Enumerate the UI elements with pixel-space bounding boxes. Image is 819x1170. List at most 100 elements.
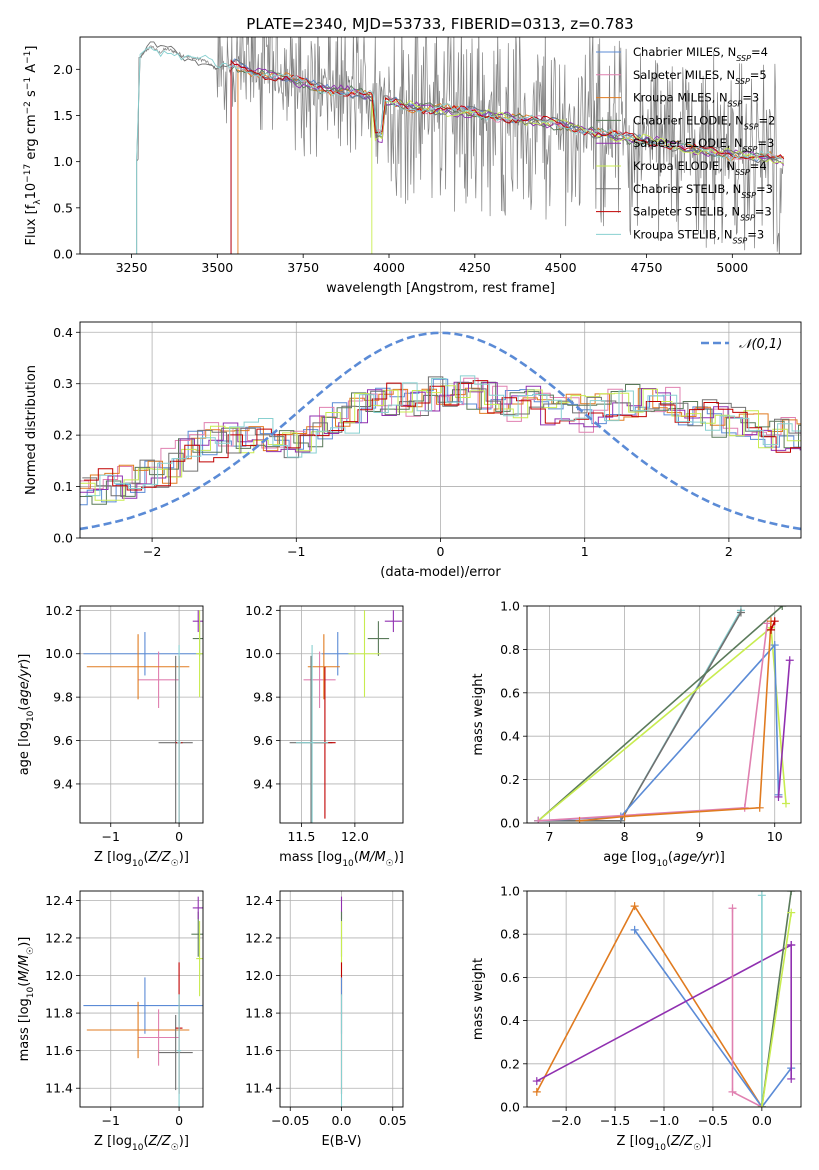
- y-tick-label: 0.2: [500, 772, 520, 787]
- legend-entry-base: Salpeter STELIB, N: [633, 205, 740, 219]
- y-tick-label: 0.1: [53, 479, 73, 494]
- x-tick-label: 2: [725, 544, 733, 559]
- legend-entry: Chabrier ELODIE, NSSP=2: [633, 113, 775, 130]
- y-axis-label-part: (: [17, 982, 32, 987]
- series-marker: [770, 641, 779, 650]
- x-tick-label: −1: [102, 829, 120, 844]
- series-marker: [620, 812, 629, 821]
- x-tick-label: −0.5: [698, 1113, 728, 1128]
- data-point: [307, 634, 340, 700]
- legend-entry-n: =5: [750, 68, 767, 82]
- x-tick-label: 0: [175, 829, 183, 844]
- data-point: [367, 621, 390, 656]
- series-line: [777, 660, 791, 798]
- histogram-series: [80, 385, 801, 501]
- legend-entry-n: =3: [756, 182, 773, 196]
- y-tick-label: 9.6: [253, 733, 273, 748]
- plot-area: [534, 606, 794, 823]
- y-axis-label-part: Flux [f: [24, 204, 39, 245]
- y-axis-label: mass [log10(M/M☉)]: [17, 937, 36, 1062]
- series-marker: [785, 656, 794, 665]
- x-tick-label: 4500: [545, 260, 577, 275]
- x-axis-label-part: ☉: [171, 1143, 179, 1153]
- series-line: [761, 912, 792, 1107]
- y-axis-label-part: age/yr: [17, 662, 32, 705]
- panel-mass-vs-EBV: −0.05 0.0 0.05 11.4 11.6 11.8 12.0 12.2 12.4 E(B-…: [245, 890, 407, 1149]
- x-axis-label-part: Z [log: [94, 850, 132, 865]
- axes-frame: [79, 890, 204, 1108]
- y-tick-label: 11.4: [245, 1081, 273, 1096]
- y-axis-label-part: 10: [26, 710, 36, 722]
- legend-entry-base: Chabrier MILES, N: [633, 45, 736, 59]
- y-axis-label-part: ☉: [26, 947, 36, 955]
- spectrum-model-line: [136, 47, 783, 254]
- x-axis-label-part: M/M: [359, 850, 386, 865]
- panel-age-vs-Z: −1 09.49.69.810.010.2Z [log10(Z/Z☉)]age […: [17, 603, 204, 869]
- legend-entry-sub: SSP: [740, 213, 755, 222]
- legend-entry-n: =2: [759, 113, 776, 127]
- series-marker: [630, 902, 639, 911]
- x-tick-label: −1.0: [649, 1113, 679, 1128]
- y-tick-label: 9.6: [53, 733, 73, 748]
- series-marker: [770, 617, 779, 626]
- y-axis-label-part: M/M: [17, 955, 32, 982]
- series-marker: [787, 1074, 796, 1083]
- legend-entry: Chabrier MILES, NSSP=4: [633, 45, 768, 63]
- y-axis-label-part: s: [24, 90, 39, 101]
- x-axis-label-part: mass [log: [279, 850, 342, 865]
- series-marker: [736, 608, 745, 617]
- y-tick-label: 0.4: [53, 325, 73, 340]
- panel-weight-vs-Z: −2.0 −1.5 −1.0 −0.5 0.0 0.0 0.2 0.4 0.6 0.8 1.0 Z […: [471, 884, 802, 1153]
- x-tick-label: −2.0: [551, 1113, 581, 1128]
- x-tick-label: −1.5: [600, 1113, 630, 1128]
- data-point: [86, 634, 190, 700]
- x-axis-label-part: age [log: [603, 850, 656, 865]
- series-marker: [575, 816, 584, 823]
- plot-area: [83, 610, 203, 823]
- y-axis-label-part: age [log: [17, 722, 32, 775]
- legend-entry-sub: SSP: [744, 122, 759, 131]
- histogram-series: [80, 381, 801, 505]
- legend-entry: Kroupa STELIB, NSSP=3: [633, 227, 764, 245]
- x-tick-label: 1: [581, 544, 589, 559]
- x-axis-label-part: age/yr: [673, 850, 716, 865]
- series-marker: [532, 1077, 541, 1086]
- histogram-series: [85, 375, 801, 497]
- histogram-series: [80, 377, 801, 490]
- y-tick-label: 12.2: [245, 930, 273, 945]
- y-tick-label: 1.0: [53, 154, 73, 169]
- y-tick-label: 10.2: [245, 603, 273, 618]
- plot-area: [289, 610, 402, 823]
- residual-legend: 𝒩(0,1): [701, 337, 782, 352]
- series-marker: [787, 891, 796, 895]
- y-tick-label: 10.2: [45, 603, 73, 618]
- y-tick-label: 9.8: [253, 690, 273, 705]
- x-axis-label: wavelength [Angstrom, rest frame]: [326, 281, 555, 296]
- y-axis-label: age [log10(age/yr)]: [17, 654, 36, 776]
- x-tick-label: 0.05: [379, 1113, 407, 1128]
- y-axis-label-part: mass weight: [471, 673, 486, 755]
- x-tick-label: −2: [143, 544, 161, 559]
- x-axis-label-part: (: [143, 850, 148, 865]
- x-tick-label: 0: [175, 1113, 183, 1128]
- y-tick-label: 12.2: [45, 930, 73, 945]
- x-tick-label: 12.0: [341, 829, 369, 844]
- y-tick-label: 0.0: [500, 1100, 520, 1115]
- legend-entry: Chabrier STELIB, NSSP=3: [633, 182, 773, 200]
- y-axis-label: Flux [fλ10−17 erg cm−2 s−1 A−1]: [23, 46, 43, 246]
- y-tick-label: 9.8: [53, 690, 73, 705]
- y-axis-label-part: Normed distribution: [24, 365, 39, 495]
- x-tick-label: 3750: [287, 260, 319, 275]
- panel-mass-vs-Z: −1 011.411.611.812.012.212.4Z [log10(Z/Z☉…: [17, 890, 204, 1153]
- series-marker: [728, 904, 737, 913]
- series-marker: [728, 1087, 737, 1096]
- legend-label: 𝒩(0,1): [739, 337, 782, 352]
- x-axis-label-part: Z/Z: [148, 850, 172, 865]
- y-tick-label: 0.3: [53, 376, 73, 391]
- x-axis-label-part: 10: [656, 859, 668, 869]
- y-tick-label: 0.0: [500, 816, 520, 831]
- x-tick-label: 0.0: [332, 1113, 352, 1128]
- series-marker: [630, 925, 639, 934]
- legend-entry-sub: SSP: [743, 145, 758, 154]
